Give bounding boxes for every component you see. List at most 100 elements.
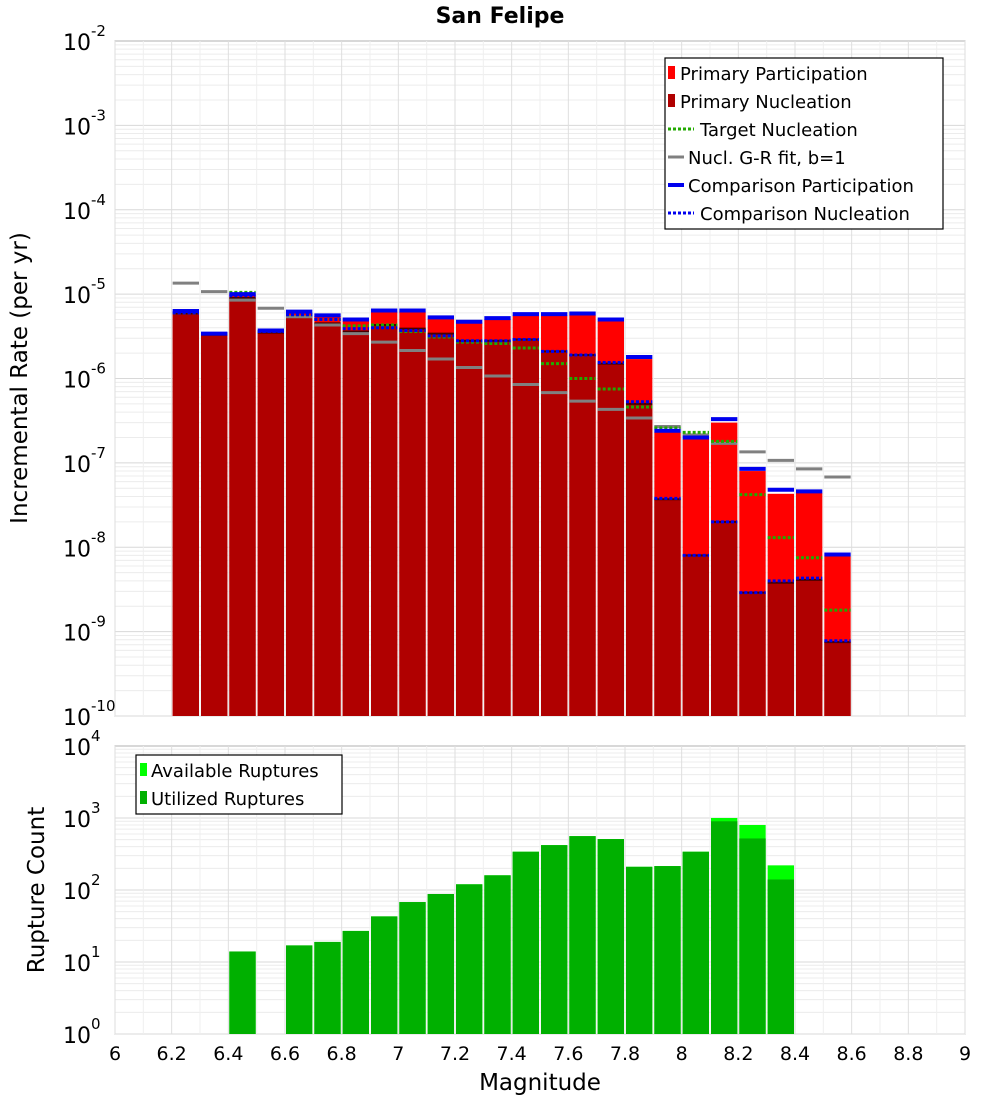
x-tick-label: 8.6 [837,1043,867,1065]
legend-label-primary-nucleation: Primary Nucleation [680,92,852,113]
y-tick-exponent: 2 [91,871,101,889]
y-tick-exponent: 0 [91,1015,101,1033]
y-tick-label: 10 [63,453,91,478]
bar-primary-nucleation [342,331,369,716]
x-tick-labels: 6 6.2 6.4 6.6 6.8 7 7.2 7.4 7.6 7.8 8 8.2 8.4 8.6 8.8 9 [109,1043,971,1065]
bar-primary-nucleation [739,592,766,716]
bar-utilized-ruptures [229,951,256,1034]
bottom-bars [229,818,794,1034]
legend-label-target-nucleation: Target Nucleation [699,120,858,141]
y-tick-label: 10 [63,808,91,833]
bar-primary-nucleation [314,323,341,716]
y-tick-exponent: -9 [91,613,106,631]
x-tick-label: 7 [392,1043,404,1065]
legend-swatch-available-ruptures [140,763,147,776]
x-tick-label: 6.8 [327,1043,357,1065]
bar-primary-nucleation [796,579,823,716]
legend-label-utilized-ruptures: Utilized Ruptures [151,789,304,810]
legend-label-primary-participation: Primary Participation [680,64,868,85]
y-tick-label: 10 [63,31,91,56]
bar-primary-nucleation [427,333,454,716]
bar-primary-nucleation [569,354,596,716]
x-tick-label: 7.6 [553,1043,583,1065]
bar-utilized-ruptures [711,821,738,1034]
y-tick-label: 10 [63,706,91,731]
bar-utilized-ruptures [767,879,794,1034]
x-tick-label: 6.2 [157,1043,187,1065]
x-tick-label: 9 [959,1043,971,1065]
bar-primary-nucleation [456,340,483,716]
y-tick-exponent: -10 [91,697,116,715]
top-marks [172,281,851,644]
x-tick-label: 8.4 [780,1043,810,1065]
x-tick-label: 8.8 [893,1043,923,1065]
legend-swatch-primary-participation [668,66,675,79]
legend-label-comparison-participation: Comparison Participation [688,176,914,197]
bottom-legend-box [135,754,343,815]
legend-label-gr-fit: Nucl. G-R fit, b=1 [688,148,846,169]
x-tick-label: 6.6 [270,1043,300,1065]
y-tick-label: 10 [63,115,91,140]
y-tick-label: 10 [63,952,91,977]
legend-swatch-primary-nucleation [668,94,675,107]
legend-swatch-utilized-ruptures [140,791,147,804]
x-tick-label: 7.4 [497,1043,527,1065]
y-tick-label: 10 [63,200,91,225]
y-tick-exponent: 3 [91,799,101,817]
bar-utilized-ruptures [541,845,568,1034]
top-legend: Primary Participation Primary Nucleation… [664,57,944,230]
bar-primary-nucleation [711,521,738,716]
y-tick-exponent: -5 [91,275,106,293]
x-tick-label: 8.2 [723,1043,753,1065]
bar-primary-nucleation [399,328,426,716]
bar-utilized-ruptures [512,851,539,1034]
legend-label-available-ruptures: Available Ruptures [151,761,319,782]
y-tick-label: 10 [63,622,91,647]
y-tick-label: 10 [63,736,91,761]
bottom-legend: Available Ruptures Utilized Ruptures [135,754,343,815]
top-legend-box [664,57,944,230]
bar-primary-nucleation [257,332,284,716]
top-y-axis-title: Incremental Rate (per yr) [7,232,33,524]
bar-primary-nucleation [371,325,398,716]
legend-label-comparison-nucleation: Comparison Nucleation [700,204,910,225]
bar-primary-nucleation [229,297,256,716]
y-tick-exponent: -7 [91,444,106,462]
y-tick-exponent: 4 [91,727,101,745]
bar-primary-nucleation [824,642,851,716]
y-tick-label: 10 [63,369,91,394]
x-tick-label: 8 [676,1043,688,1065]
y-tick-label: 10 [63,537,91,562]
bar-primary-nucleation [201,334,228,716]
bar-utilized-ruptures [654,866,681,1034]
x-axis-title: Magnitude [479,1070,601,1096]
bar-primary-nucleation [597,363,624,716]
bar-utilized-ruptures [314,941,341,1034]
bar-primary-nucleation [626,403,653,716]
bar-utilized-ruptures [739,838,766,1034]
y-tick-exponent: 1 [91,943,101,961]
y-tick-exponent: -4 [91,191,106,209]
bar-primary-nucleation [682,555,709,716]
bar-primary-nucleation [654,499,681,716]
bar-utilized-ruptures [371,916,398,1034]
bar-utilized-ruptures [626,866,653,1034]
bar-utilized-ruptures [342,930,369,1034]
bar-utilized-ruptures [484,875,511,1034]
chart-title: San Felipe [436,4,565,29]
bar-utilized-ruptures [286,945,313,1034]
y-tick-exponent: -6 [91,360,106,378]
bar-utilized-ruptures [569,836,596,1034]
x-tick-label: 7.8 [610,1043,640,1065]
bar-utilized-ruptures [427,893,454,1034]
bar-primary-nucleation [767,582,794,716]
y-tick-exponent: -8 [91,528,106,546]
bottom-y-axis-title: Rupture Count [24,807,50,973]
y-tick-label: 10 [63,284,91,309]
bar-utilized-ruptures [399,902,426,1034]
